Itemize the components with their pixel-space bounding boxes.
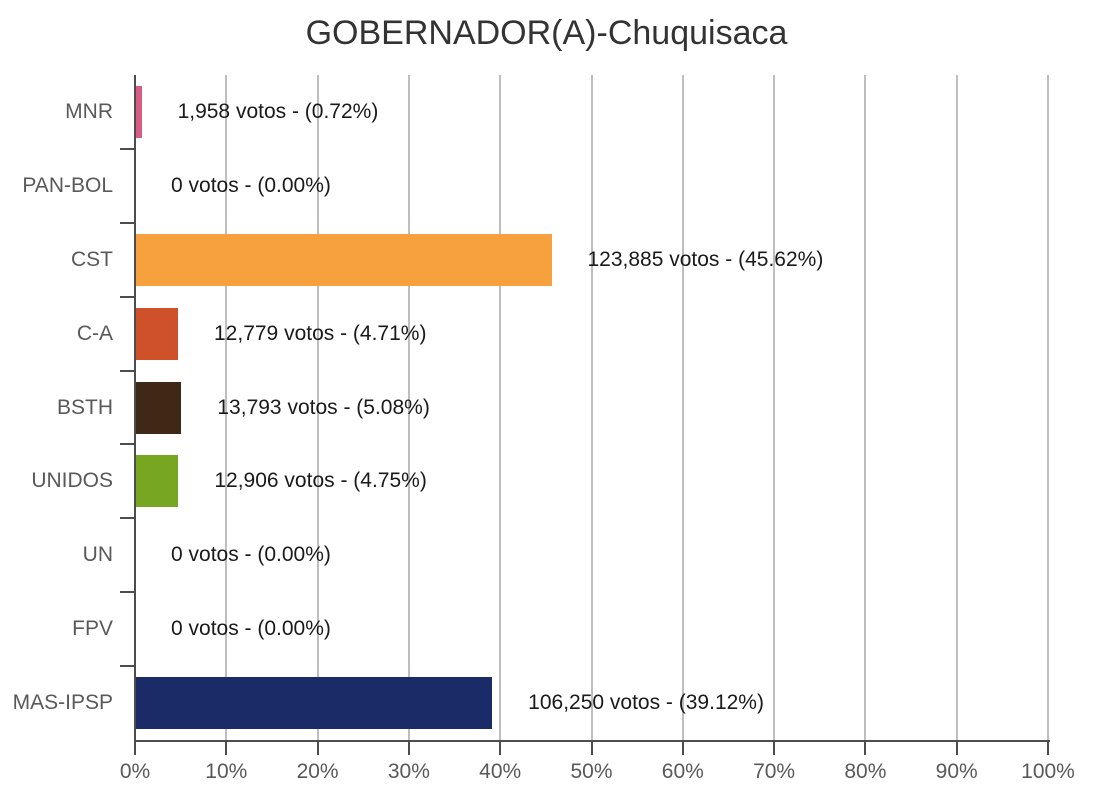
bar-value-label: 13,793 votos - (5.08%) — [217, 395, 430, 419]
y-axis-category-label: UN — [82, 543, 113, 567]
gridline — [864, 75, 867, 740]
y-axis-tick — [120, 147, 135, 150]
bar-unidos[interactable] — [135, 455, 179, 508]
x-axis-tick-label: 30% — [387, 760, 430, 783]
bar-value-label: 0 votos - (0.00%) — [171, 617, 331, 641]
gridline — [316, 75, 319, 740]
bar-value-label: 106,250 votos - (39.12%) — [528, 691, 764, 715]
gridline — [225, 75, 228, 740]
x-axis-tick-label: 90% — [935, 760, 978, 783]
x-axis-tick-label: 100% — [1021, 760, 1075, 783]
plot-area: 1,958 votos - (0.72%) 0 votos - (0.00%) 12… — [120, 75, 1050, 755]
bar-mnr[interactable] — [135, 85, 142, 138]
y-axis-tick — [120, 221, 135, 224]
y-axis-category-label: MNR — [65, 99, 113, 123]
gridline — [407, 75, 410, 740]
x-axis-tick-label: 10% — [205, 760, 248, 783]
x-axis-tick — [225, 740, 228, 755]
x-axis-tick — [134, 740, 136, 755]
bar-mas-ipsp[interactable] — [135, 677, 493, 730]
y-axis-category-label: UNIDOS — [31, 469, 113, 493]
bar-value-label: 12,779 votos - (4.71%) — [214, 321, 427, 345]
x-axis-tick — [864, 740, 867, 755]
bar-bsth[interactable] — [135, 381, 182, 434]
gridline — [773, 75, 776, 740]
y-axis-tick — [120, 591, 135, 594]
x-axis-tick-label: 20% — [296, 760, 339, 783]
y-axis-tick — [120, 369, 135, 372]
y-axis-tick — [120, 443, 135, 446]
y-axis-tick — [120, 665, 135, 668]
x-axis-tick — [590, 740, 593, 755]
y-axis-tick — [120, 517, 135, 520]
bar-value-label: 0 votos - (0.00%) — [171, 173, 331, 197]
x-axis-tick — [681, 740, 684, 755]
bar-value-label: 0 votos - (0.00%) — [171, 543, 331, 567]
y-axis-category-label: C-A — [76, 321, 113, 345]
x-axis-tick-label: 60% — [661, 760, 704, 783]
bar-cst[interactable] — [135, 233, 552, 286]
x-axis-tick — [407, 740, 410, 755]
y-axis-category-label: PAN-BOL — [22, 173, 113, 197]
bar-value-label: 1,958 votos - (0.72%) — [177, 99, 379, 123]
y-axis-line — [134, 75, 136, 740]
gridline — [955, 75, 958, 740]
y-axis-category-label: FPV — [72, 617, 113, 641]
x-axis-tick — [316, 740, 319, 755]
x-axis-tick-label: 50% — [570, 760, 613, 783]
bar-value-label: 12,906 votos - (4.75%) — [214, 469, 427, 493]
y-axis-category-label: BSTH — [56, 395, 113, 419]
y-axis-category-label: CST — [71, 247, 113, 271]
x-axis-tick — [773, 740, 776, 755]
y-axis-tick — [120, 295, 135, 298]
x-axis-tick-label: 80% — [844, 760, 887, 783]
x-axis-tick-label: 0% — [119, 760, 151, 783]
chart-title: GOBERNADOR(A)-Chuquisaca — [305, 14, 788, 52]
x-axis-tick — [955, 740, 958, 755]
y-axis-category-label: MAS-IPSP — [12, 691, 113, 715]
bar-c-a[interactable] — [135, 307, 178, 360]
gridline — [681, 75, 684, 740]
x-axis-tick — [499, 740, 502, 755]
gridline — [499, 75, 502, 740]
bar-value-label: 123,885 votos - (45.62%) — [587, 247, 824, 271]
gridline — [590, 75, 593, 740]
x-axis-tick — [1047, 740, 1049, 755]
gridline — [1047, 75, 1049, 740]
x-axis-tick-label: 40% — [479, 760, 522, 783]
x-axis-tick-label: 70% — [753, 760, 796, 783]
